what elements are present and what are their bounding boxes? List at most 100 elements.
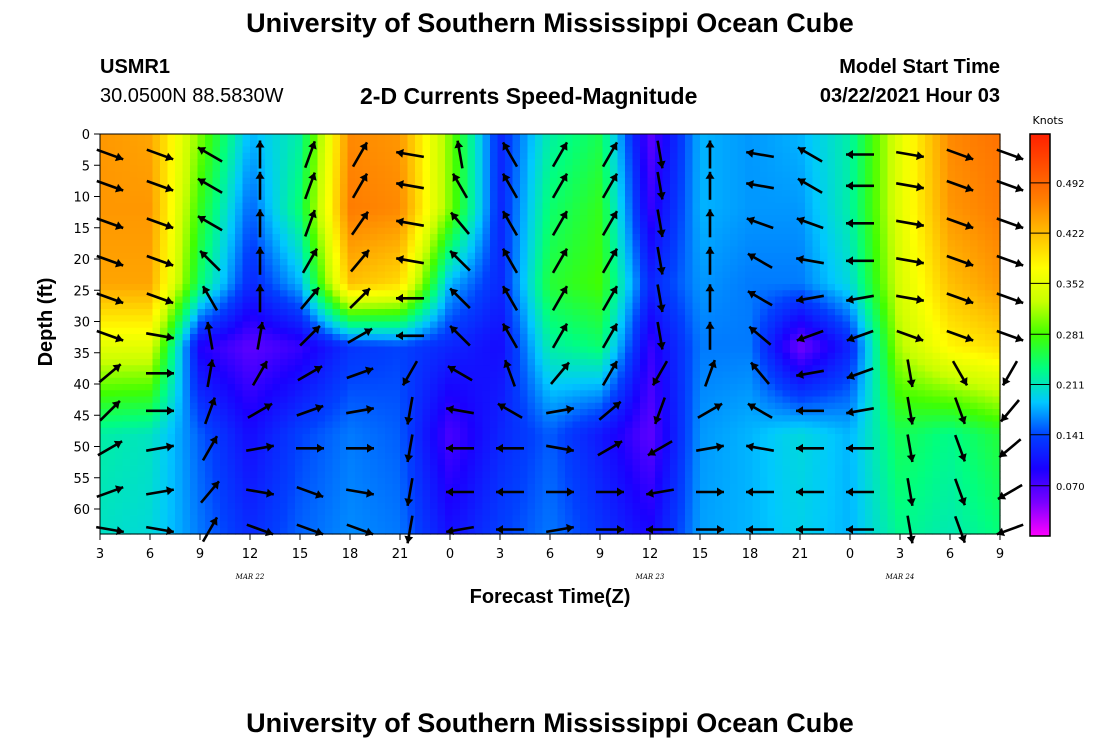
heatmap-cell xyxy=(355,484,364,491)
heatmap-cell xyxy=(295,427,304,435)
heatmap-cell xyxy=(115,471,124,479)
heatmap-cell xyxy=(385,246,394,254)
heatmap-cell xyxy=(190,221,199,229)
heatmap-cell xyxy=(497,171,506,179)
heatmap-cell xyxy=(100,340,109,348)
heatmap-cell xyxy=(175,402,184,410)
heatmap-cell xyxy=(677,421,686,429)
heatmap-cell xyxy=(595,409,604,416)
heatmap-cell xyxy=(242,277,251,285)
heatmap-cell xyxy=(257,421,266,429)
heatmap-cell xyxy=(385,309,394,316)
heatmap-cell xyxy=(167,265,176,273)
heatmap-cell xyxy=(392,277,401,285)
heatmap-cell xyxy=(272,440,281,448)
heatmap-cell xyxy=(370,415,379,423)
heatmap-cell xyxy=(175,177,184,185)
heatmap-cell xyxy=(640,265,649,273)
heatmap-cell xyxy=(445,152,454,160)
heatmap-cell xyxy=(197,365,206,373)
heatmap-cell xyxy=(250,527,259,535)
heatmap-cell xyxy=(595,459,604,466)
heatmap-cell xyxy=(520,184,529,191)
heatmap-cell xyxy=(550,471,559,479)
heatmap-cell xyxy=(190,346,199,354)
heatmap-cell xyxy=(482,434,491,441)
heatmap-cell xyxy=(595,215,604,223)
heatmap-cell xyxy=(505,427,514,435)
heatmap-cell xyxy=(377,177,386,185)
heatmap-cell xyxy=(677,171,686,179)
heatmap-cell xyxy=(677,271,686,279)
heatmap-cell xyxy=(542,477,551,485)
heatmap-cell xyxy=(587,452,596,460)
heatmap-cell xyxy=(467,327,476,335)
heatmap-cell xyxy=(385,365,394,373)
heatmap-cell xyxy=(167,159,176,166)
heatmap-cell xyxy=(107,509,116,516)
heatmap-cell xyxy=(490,415,499,423)
heatmap-cell xyxy=(115,465,124,473)
heatmap-cell xyxy=(302,240,311,248)
heatmap-cell xyxy=(655,352,664,360)
heatmap-cell xyxy=(475,377,484,385)
heatmap-cell xyxy=(505,134,514,141)
heatmap-cell xyxy=(115,421,124,429)
heatmap-cell xyxy=(160,452,169,460)
heatmap-cell xyxy=(662,371,671,379)
heatmap-cell xyxy=(212,309,221,316)
heatmap-cell xyxy=(475,515,484,523)
heatmap-cell xyxy=(535,290,544,298)
heatmap-cell xyxy=(295,296,304,304)
heatmap-cell xyxy=(115,209,124,216)
heatmap-cell xyxy=(505,484,514,491)
heatmap-cell xyxy=(287,159,296,166)
heatmap-cell xyxy=(557,209,566,216)
heatmap-cell xyxy=(610,515,619,523)
heatmap-cell xyxy=(617,221,626,229)
heatmap-cell xyxy=(587,427,596,435)
heatmap-cell xyxy=(265,465,274,473)
heatmap-cell xyxy=(670,527,679,535)
heatmap-cell xyxy=(295,221,304,229)
heatmap-cell xyxy=(497,477,506,485)
heatmap-cell xyxy=(340,296,349,304)
heatmap-cell xyxy=(272,327,281,335)
heatmap-cell xyxy=(565,415,574,423)
heatmap-cell xyxy=(250,171,259,179)
heatmap-cell xyxy=(482,440,491,448)
heatmap-cell xyxy=(617,471,626,479)
heatmap-cell xyxy=(422,496,431,504)
heatmap-cell xyxy=(257,459,266,466)
heatmap-cell xyxy=(220,490,229,498)
heatmap-cell xyxy=(505,309,514,316)
heatmap-cell xyxy=(482,490,491,498)
heatmap-cell xyxy=(235,502,244,510)
heatmap-cell xyxy=(400,434,409,441)
heatmap-cell xyxy=(527,384,536,391)
heatmap-cell xyxy=(587,440,596,448)
heatmap-cell xyxy=(392,165,401,173)
heatmap-cell xyxy=(617,309,626,316)
heatmap-cell xyxy=(430,496,439,504)
heatmap-cell xyxy=(602,509,611,516)
heatmap-cell xyxy=(152,377,161,385)
heatmap-cell xyxy=(205,452,214,460)
heatmap-cell xyxy=(295,290,304,298)
heatmap-cell xyxy=(542,515,551,523)
heatmap-cell xyxy=(407,296,416,304)
heatmap-cell xyxy=(542,452,551,460)
heatmap-cell xyxy=(392,340,401,348)
heatmap-cell xyxy=(317,302,326,310)
heatmap-cell xyxy=(175,265,184,273)
heatmap-cell xyxy=(482,221,491,229)
heatmap-cell xyxy=(175,315,184,323)
heatmap-cell xyxy=(160,284,169,291)
heatmap-cell xyxy=(460,259,469,266)
heatmap-cell xyxy=(535,502,544,510)
heatmap-cell xyxy=(107,465,116,473)
heatmap-cell xyxy=(467,521,476,529)
heatmap-cell xyxy=(505,190,514,198)
heatmap-cell xyxy=(362,302,371,310)
heatmap-cell xyxy=(332,452,341,460)
